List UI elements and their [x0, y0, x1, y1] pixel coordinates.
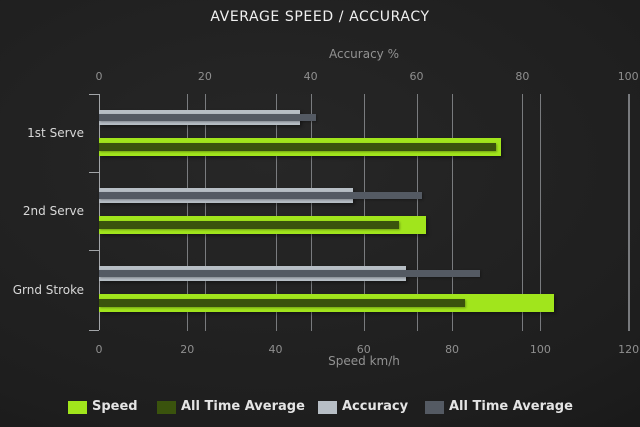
category-label: Grnd Stroke [12, 283, 84, 297]
top-tick-label-20: 20 [197, 70, 212, 83]
top-tick-label-80: 80 [515, 70, 530, 83]
legend-swatch-speed-alltime [157, 400, 176, 414]
bar-accuracy-alltime-2nd-serve [99, 192, 422, 199]
legend-item-accuracy: Accuracy [318, 400, 408, 414]
legend-item-accuracy-alltime: All Time Average [425, 400, 573, 414]
category-tick-3 [89, 330, 99, 331]
legend-label: Accuracy [342, 399, 409, 414]
bottom-tick-label-60: 60 [356, 343, 371, 356]
legend-label: All Time Average [181, 399, 305, 414]
legend-swatch-accuracy-alltime [425, 400, 444, 414]
bar-accuracy-alltime-grnd-stroke [99, 270, 481, 277]
bottom-tick-label-40: 40 [268, 343, 283, 356]
category-tick-1 [89, 172, 99, 173]
top-tick-label-0: 0 [95, 70, 103, 83]
top-tick-label-40: 40 [303, 70, 318, 83]
gridline-speed-20 [187, 94, 189, 331]
top-tick-label-100: 100 [617, 70, 639, 83]
y-axis-line [99, 94, 100, 330]
bar-speed-alltime-2nd-serve [99, 221, 400, 229]
category-tick-2 [89, 250, 99, 251]
gridline-accuracy-60 [416, 94, 418, 331]
gridline-speed-60 [363, 94, 365, 331]
legend-label: All Time Average [449, 399, 573, 414]
bottom-tick-label-120: 120 [618, 343, 640, 356]
bottom-tick-label-0: 0 [95, 343, 103, 356]
legend-item-speed: Speed [68, 400, 138, 414]
gridline-accuracy-40 [310, 94, 312, 331]
bottom-tick-label-20: 20 [180, 343, 195, 356]
bottom-tick-label-100: 100 [529, 343, 551, 356]
category-tick-0 [89, 94, 99, 95]
category-label: 2nd Serve [22, 204, 84, 218]
gridline-accuracy-20 [204, 94, 206, 331]
top-tick-label-60: 60 [409, 70, 424, 83]
category-label: 1st Serve [27, 126, 84, 140]
bottom-tick-label-80: 80 [445, 343, 460, 356]
gridline-speed-120 [628, 94, 630, 331]
top-axis-title: Accuracy % [328, 47, 399, 61]
bar-speed-alltime-1st-serve [99, 143, 497, 151]
chart-title: AVERAGE SPEED / ACCURACY [210, 9, 430, 25]
gridline-speed-40 [275, 94, 277, 331]
gridline-speed-100 [540, 94, 542, 331]
gridline-accuracy-80 [522, 94, 524, 331]
bar-accuracy-alltime-1st-serve [99, 114, 316, 121]
legend-swatch-accuracy [318, 400, 337, 414]
legend-item-speed-alltime: All Time Average [157, 400, 305, 414]
bar-speed-alltime-grnd-stroke [99, 299, 466, 307]
legend-swatch-speed [68, 400, 87, 414]
legend-label: Speed [92, 399, 138, 414]
bottom-axis-title: Speed km/h [328, 354, 400, 368]
gridline-speed-80 [452, 94, 454, 331]
